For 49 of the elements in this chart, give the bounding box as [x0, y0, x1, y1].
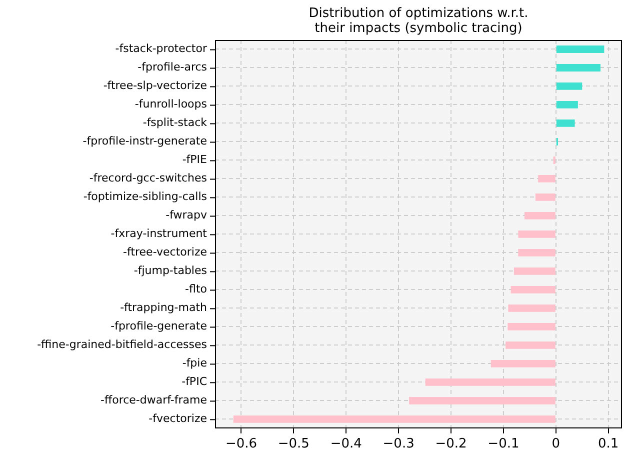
bar: [556, 101, 578, 108]
bar: [233, 415, 556, 423]
y-tick-label: -fpie: [182, 356, 208, 370]
bar: [490, 360, 556, 368]
y-tick-label: -fPIE: [182, 153, 208, 166]
x-tick-label: 0.1: [598, 436, 619, 452]
y-tick-label: -ffine-grained-bitfield-accesses: [37, 338, 208, 352]
x-tick-label: −0.6: [225, 436, 258, 452]
bar: [518, 248, 556, 256]
y-tick-label: -fjump-tables: [134, 264, 208, 278]
bar: [508, 304, 556, 312]
y-tick-label: -flto: [185, 282, 208, 296]
bar: [508, 322, 556, 330]
bar: [425, 378, 556, 386]
y-tick-label: -foptimize-sibling-calls: [83, 190, 208, 204]
x-tick-label: 0: [552, 436, 560, 452]
bar: [556, 64, 600, 72]
bar: [514, 267, 556, 275]
y-tick-label: -fxray-instrument: [110, 227, 208, 240]
y-tick-label: -fprofile-generate: [110, 320, 208, 333]
bar: [510, 286, 556, 294]
bar: [524, 212, 556, 220]
x-tick-label: −0.1: [488, 436, 520, 452]
y-tick-label: -ftree-vectorize: [123, 246, 208, 259]
x-tick-label: −0.2: [435, 436, 467, 452]
y-tick-label: -ftrapping-math: [120, 301, 208, 314]
y-tick-label: -frecord-gcc-switches: [89, 172, 208, 185]
bar: [538, 175, 556, 182]
y-tick-label: -fvectorize: [148, 412, 208, 426]
y-tick-label: -funroll-loops: [134, 98, 208, 111]
bar: [409, 396, 556, 404]
y-tick-label: -ftree-slp-vectorize: [103, 79, 208, 92]
bar: [535, 194, 556, 201]
bar: [556, 82, 582, 90]
chart-title: Distribution of optimizations w.r.t. their impacts (symbolic tracing): [308, 6, 528, 36]
y-tick-label: -fprofile-instr-generate: [82, 134, 208, 148]
y-tick-label: -fPIC: [182, 375, 208, 388]
y-tick-label: -fforce-dwarf-frame: [100, 394, 208, 407]
bar: [518, 230, 556, 238]
y-tick-label: -fsplit-stack: [142, 116, 208, 130]
y-tick-label: -fstack-protector: [115, 42, 208, 56]
x-tick-label: −0.5: [278, 436, 310, 452]
bar: [556, 120, 575, 127]
x-tick-label: −0.4: [330, 436, 362, 452]
bar: [556, 46, 604, 53]
y-tick-label: -fprofile-arcs: [138, 60, 208, 74]
y-tick-label: -fwrapv: [166, 208, 208, 222]
bar: [506, 341, 556, 349]
x-tick-label: −0.3: [382, 436, 414, 452]
